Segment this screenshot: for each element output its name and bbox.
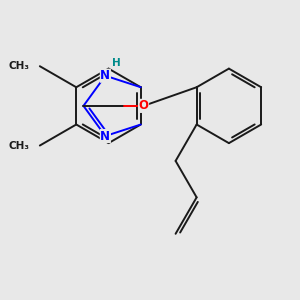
- Text: O: O: [139, 99, 148, 112]
- Text: N: N: [100, 69, 110, 82]
- Text: CH₃: CH₃: [8, 140, 29, 151]
- Text: H: H: [112, 58, 121, 68]
- Text: CH₃: CH₃: [8, 61, 29, 71]
- Text: N: N: [100, 130, 110, 142]
